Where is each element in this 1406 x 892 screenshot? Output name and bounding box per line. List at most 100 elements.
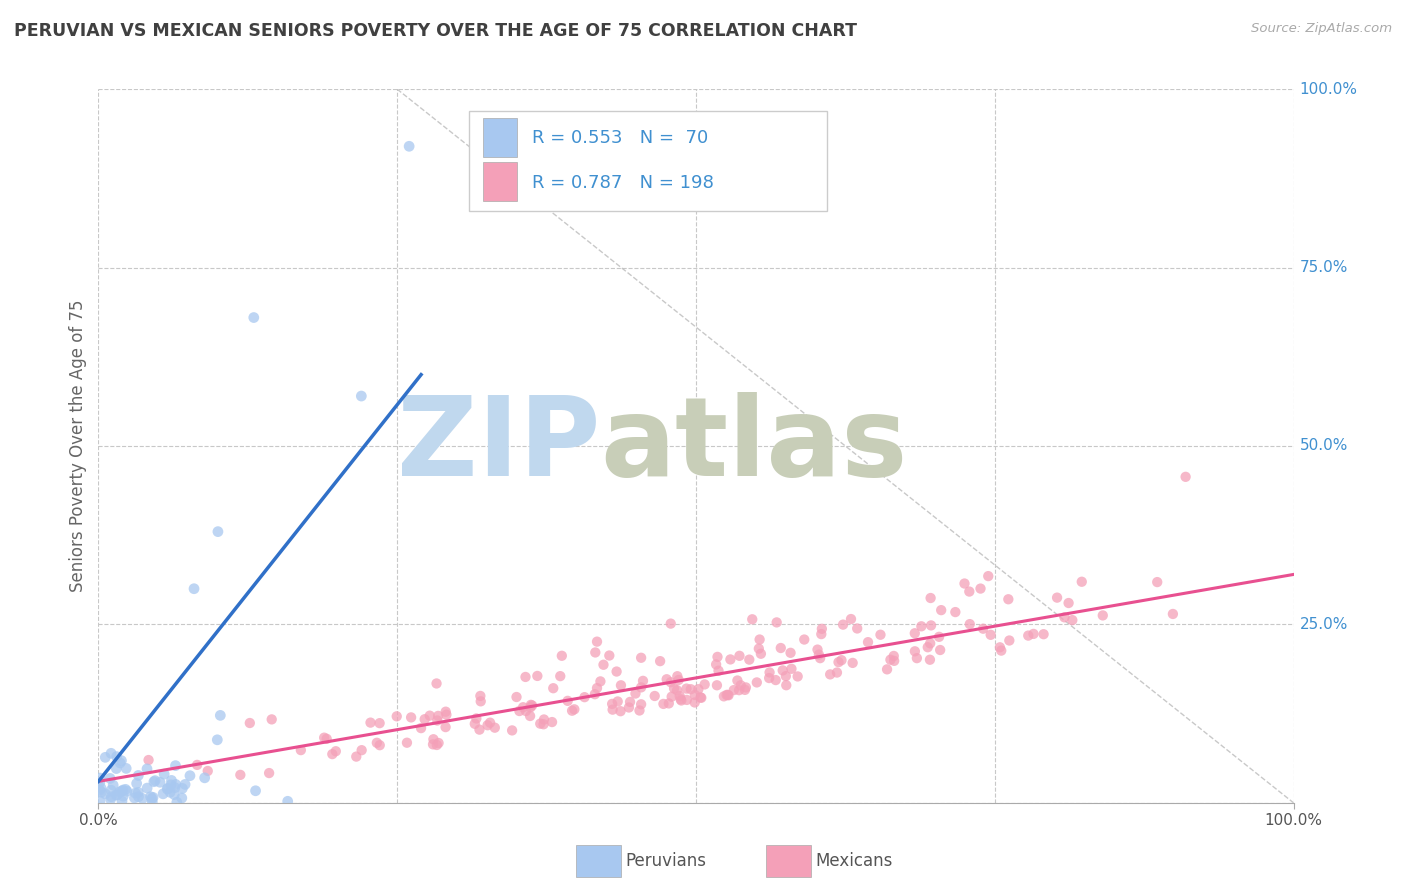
Point: [100, 783, 122, 797]
Point: [630, 698, 652, 712]
Point: [108, 756, 131, 770]
Point: [548, 669, 571, 683]
Point: [806, 642, 828, 657]
Text: 25.0%: 25.0%: [1299, 617, 1348, 632]
Point: [183, 582, 205, 596]
Point: [1174, 470, 1197, 484]
Point: [422, 737, 444, 751]
Point: [207, 524, 229, 539]
Point: [617, 700, 640, 714]
Point: [515, 704, 537, 718]
Point: [758, 665, 780, 680]
Point: [465, 711, 488, 725]
Point: [290, 743, 312, 757]
Point: [127, 768, 149, 782]
Point: [1046, 591, 1069, 605]
Point: [156, 781, 179, 796]
Point: [957, 584, 980, 599]
Point: [628, 704, 651, 718]
Point: [1017, 629, 1039, 643]
Point: [100, 747, 122, 761]
Point: [883, 648, 905, 663]
Text: atlas: atlas: [600, 392, 908, 500]
Point: [666, 683, 689, 698]
Point: [89, 771, 111, 785]
Point: [519, 700, 541, 714]
Point: [257, 766, 280, 780]
Point: [592, 657, 614, 672]
Point: [679, 682, 702, 697]
Point: [1053, 610, 1076, 624]
Point: [245, 784, 267, 798]
Point: [780, 662, 803, 676]
Text: ZIP: ZIP: [396, 392, 600, 500]
Point: [998, 633, 1021, 648]
Point: [1161, 607, 1184, 621]
Point: [713, 690, 735, 704]
Point: [600, 697, 623, 711]
Point: [818, 667, 841, 681]
Text: Source: ZipAtlas.com: Source: ZipAtlas.com: [1251, 22, 1392, 36]
Point: [105, 749, 128, 764]
Point: [541, 714, 564, 729]
Point: [124, 786, 146, 800]
Point: [658, 697, 681, 711]
Point: [142, 790, 165, 805]
Point: [152, 787, 174, 801]
Point: [609, 704, 631, 718]
Point: [143, 773, 166, 788]
Point: [883, 654, 905, 668]
Point: [920, 636, 942, 650]
Point: [484, 721, 506, 735]
Point: [470, 689, 492, 703]
Point: [879, 653, 901, 667]
Point: [170, 791, 193, 805]
Point: [839, 612, 862, 626]
Point: [419, 708, 441, 723]
Point: [749, 647, 772, 661]
Point: [368, 738, 391, 752]
Point: [110, 754, 132, 768]
Point: [115, 761, 138, 775]
Point: [315, 731, 337, 746]
Point: [775, 678, 797, 692]
Point: [905, 651, 928, 665]
Point: [115, 784, 138, 798]
Point: [395, 736, 418, 750]
Point: [163, 788, 186, 802]
Point: [512, 700, 534, 714]
Point: [631, 673, 654, 688]
Point: [368, 716, 391, 731]
Point: [427, 736, 450, 750]
Point: [904, 626, 927, 640]
Point: [142, 774, 165, 789]
Point: [808, 651, 831, 665]
Point: [1057, 596, 1080, 610]
Point: [501, 723, 523, 738]
Point: [662, 681, 685, 696]
Point: [650, 654, 672, 668]
Point: [943, 605, 966, 619]
Point: [321, 747, 343, 761]
Point: [529, 716, 551, 731]
Point: [101, 778, 124, 792]
Point: [741, 612, 763, 626]
Point: [775, 669, 797, 683]
Point: [598, 648, 620, 663]
Point: [179, 769, 201, 783]
Point: [89, 783, 111, 797]
Text: R = 0.553   N =  70: R = 0.553 N = 70: [533, 128, 709, 146]
Point: [186, 758, 208, 772]
Point: [108, 785, 131, 799]
Point: [666, 669, 689, 683]
Point: [655, 672, 678, 686]
Point: [769, 640, 792, 655]
Point: [124, 791, 146, 805]
Point: [112, 789, 135, 804]
Point: [734, 682, 756, 697]
Point: [717, 688, 740, 702]
Point: [385, 709, 408, 723]
Point: [920, 618, 942, 632]
Point: [422, 732, 444, 747]
Point: [111, 783, 134, 797]
